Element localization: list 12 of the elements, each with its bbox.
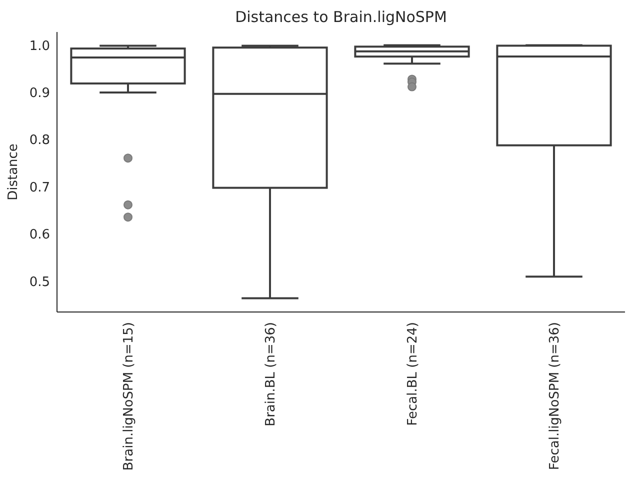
x-tick-label: Brain.ligNoSPM (n=15) <box>122 322 137 471</box>
y-tick-label: 0.5 <box>29 274 50 290</box>
chart-title: Distances to Brain.ligNoSPM <box>235 8 447 26</box>
y-tick-label: 0.6 <box>29 228 50 243</box>
y-tick-label: 0.7 <box>29 180 50 196</box>
y-tick-label: 0.8 <box>29 133 50 148</box>
y-tick-label: 1.0 <box>29 38 50 54</box>
x-tick-label: Fecal.BL (n=24) <box>406 322 421 426</box>
y-tick-label: 0.9 <box>29 86 50 101</box>
y-axis-title: Distance <box>6 144 21 200</box>
x-tick-label: Brain.BL (n=36) <box>264 322 279 426</box>
x-tick-label: Fecal.ligNoSPM (n=36) <box>548 322 563 470</box>
